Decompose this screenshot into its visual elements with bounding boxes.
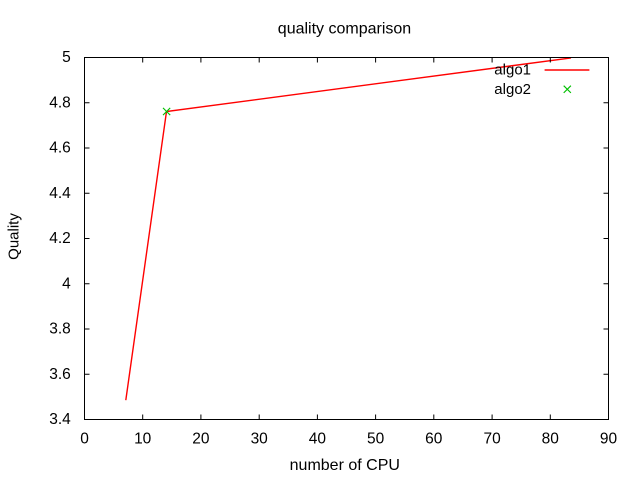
svg-text:10: 10 [134, 431, 152, 448]
svg-text:3.8: 3.8 [49, 321, 71, 338]
svg-text:4.6: 4.6 [49, 140, 71, 157]
svg-text:80: 80 [542, 431, 560, 448]
svg-text:number of CPU: number of CPU [290, 457, 400, 474]
svg-text:60: 60 [425, 431, 443, 448]
svg-text:4.4: 4.4 [49, 185, 71, 202]
svg-text:5: 5 [62, 49, 71, 66]
svg-text:3.4: 3.4 [49, 411, 71, 428]
svg-text:30: 30 [251, 431, 269, 448]
svg-text:algo2: algo2 [494, 81, 531, 98]
svg-text:4.8: 4.8 [49, 94, 71, 111]
svg-text:50: 50 [367, 431, 385, 448]
svg-text:40: 40 [309, 431, 327, 448]
svg-text:0: 0 [80, 431, 89, 448]
svg-text:4: 4 [62, 275, 71, 292]
svg-text:Quality: Quality [6, 213, 23, 260]
svg-text:70: 70 [483, 431, 501, 448]
svg-text:4.2: 4.2 [49, 230, 71, 247]
svg-text:algo1: algo1 [494, 62, 531, 79]
svg-text:quality comparison: quality comparison [278, 21, 411, 38]
svg-text:90: 90 [600, 431, 618, 448]
svg-text:3.6: 3.6 [49, 366, 71, 383]
svg-text:20: 20 [192, 431, 210, 448]
